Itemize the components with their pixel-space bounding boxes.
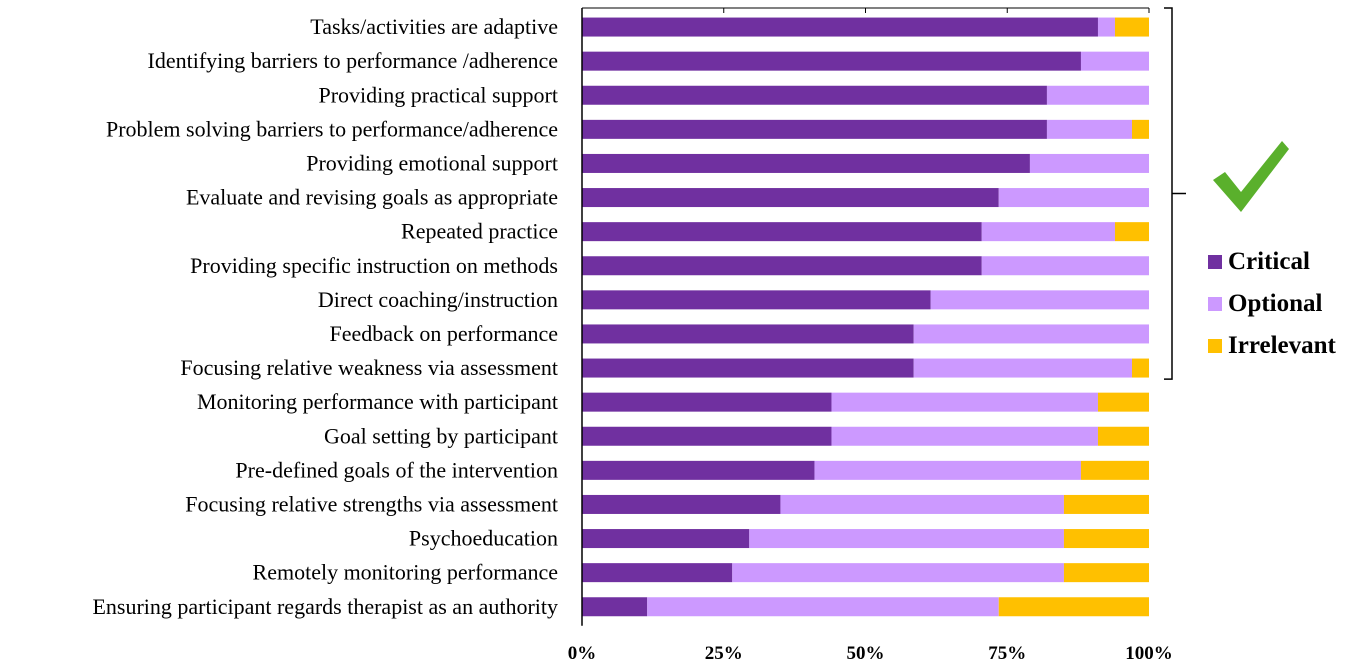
bar-segment-critical <box>582 119 1047 139</box>
bar-segment-optional <box>1080 51 1149 71</box>
bar-segment-optional <box>647 597 999 617</box>
legend-swatch-optional <box>1208 297 1222 311</box>
bracket-line <box>1164 7 1186 380</box>
category-label: Remotely monitoring performance <box>253 560 558 585</box>
bar-segment-irrelevant <box>1063 529 1149 549</box>
category-label: Focusing relative strengths via assessme… <box>185 491 558 516</box>
bar-segment-critical <box>582 17 1098 37</box>
category-label: Feedback on performance <box>330 321 558 346</box>
bar-segment-irrelevant <box>1114 17 1149 37</box>
category-label: Problem solving barriers to performance/… <box>106 116 558 141</box>
category-label: Psychoeducation <box>409 526 558 551</box>
bar-segment-critical <box>582 460 815 480</box>
bar-segment-critical <box>582 153 1030 173</box>
bar-segment-optional <box>780 494 1064 514</box>
x-tick-label: 50% <box>847 643 885 662</box>
bar-segment-irrelevant <box>1063 494 1149 514</box>
bar-segment-critical <box>582 563 733 583</box>
category-label: Providing emotional support <box>306 150 558 175</box>
bar-segment-optional <box>913 358 1132 378</box>
bar-segment-critical <box>582 597 648 617</box>
category-label: Providing practical support <box>318 82 558 107</box>
legend-label-optional: Optional <box>1228 290 1323 317</box>
highlight-bracket <box>1164 7 1186 380</box>
bar-segment-irrelevant <box>1097 392 1149 412</box>
bar-segment-critical <box>582 51 1081 71</box>
x-tick-label: 100% <box>1125 643 1173 662</box>
bar-segment-critical <box>582 494 781 514</box>
bar-segment-optional <box>749 529 1064 549</box>
x-tick-label: 75% <box>988 643 1026 662</box>
bar-segment-critical <box>582 358 914 378</box>
bar-segment-critical <box>582 324 914 344</box>
category-label: Monitoring performance with participant <box>197 389 558 414</box>
bar-segment-critical <box>582 256 982 276</box>
bar-segment-optional <box>1046 119 1132 139</box>
category-label: Pre-defined goals of the intervention <box>235 457 558 482</box>
bar-segment-optional <box>1046 85 1149 105</box>
legend-swatch-irrelevant <box>1208 339 1222 353</box>
bar-segment-optional <box>831 426 1098 446</box>
bar-segment-critical <box>582 222 982 242</box>
bar-segment-irrelevant <box>998 597 1149 617</box>
bar-segment-critical <box>582 85 1047 105</box>
bar-segment-irrelevant <box>1080 460 1149 480</box>
bar-segment-irrelevant <box>1114 222 1149 242</box>
category-label: Evaluate and revising goals as appropria… <box>186 185 558 210</box>
bar-segment-optional <box>981 222 1115 242</box>
category-labels: Tasks/activities are adaptive Identifying… <box>92 14 558 619</box>
bar-segment-critical <box>582 188 999 208</box>
bar-segment-irrelevant <box>1131 119 1149 139</box>
bar-segment-irrelevant <box>1131 358 1149 378</box>
bar-segment-critical <box>582 392 832 412</box>
category-label: Ensuring participant regards therapist a… <box>92 594 558 619</box>
legend-swatch-critical <box>1208 255 1222 269</box>
checkmark-icon-shape <box>1213 141 1289 212</box>
bar-segment-irrelevant <box>1063 563 1149 583</box>
bar-segment-optional <box>814 460 1081 480</box>
checkmark-icon <box>1213 141 1289 212</box>
category-label: Direct coaching/instruction <box>318 287 558 312</box>
bar-segment-optional <box>930 290 1149 310</box>
category-label: Identifying barriers to performance /adh… <box>148 48 558 73</box>
bar-segment-irrelevant <box>1097 426 1149 446</box>
bar-segment-optional <box>732 563 1064 583</box>
bar-segment-optional <box>1097 17 1115 37</box>
legend: Critical Optional Irrelevant <box>1208 248 1337 359</box>
legend-label-irrelevant: Irrelevant <box>1228 332 1337 359</box>
category-label: Focusing relative weakness via assessmen… <box>180 355 558 380</box>
bar-segment-critical <box>582 529 750 549</box>
bar-segment-optional <box>831 392 1098 412</box>
bars-layer <box>582 17 1149 617</box>
x-tick-label: 0% <box>568 643 597 662</box>
bar-segment-optional <box>998 188 1149 208</box>
bar-segment-critical <box>582 426 832 446</box>
legend-label-critical: Critical <box>1228 248 1310 275</box>
x-axis: 0% 25% 50% 75% 100% <box>568 7 1173 662</box>
category-label: Repeated practice <box>401 219 558 244</box>
bar-segment-optional <box>913 324 1149 344</box>
bar-segment-optional <box>1029 153 1149 173</box>
category-label: Providing specific instruction on method… <box>190 253 558 278</box>
bar-segment-critical <box>582 290 931 310</box>
bar-segment-optional <box>981 256 1149 276</box>
category-label: Goal setting by participant <box>324 423 558 448</box>
x-tick-label: 25% <box>705 643 743 662</box>
category-label: Tasks/activities are adaptive <box>310 14 558 39</box>
